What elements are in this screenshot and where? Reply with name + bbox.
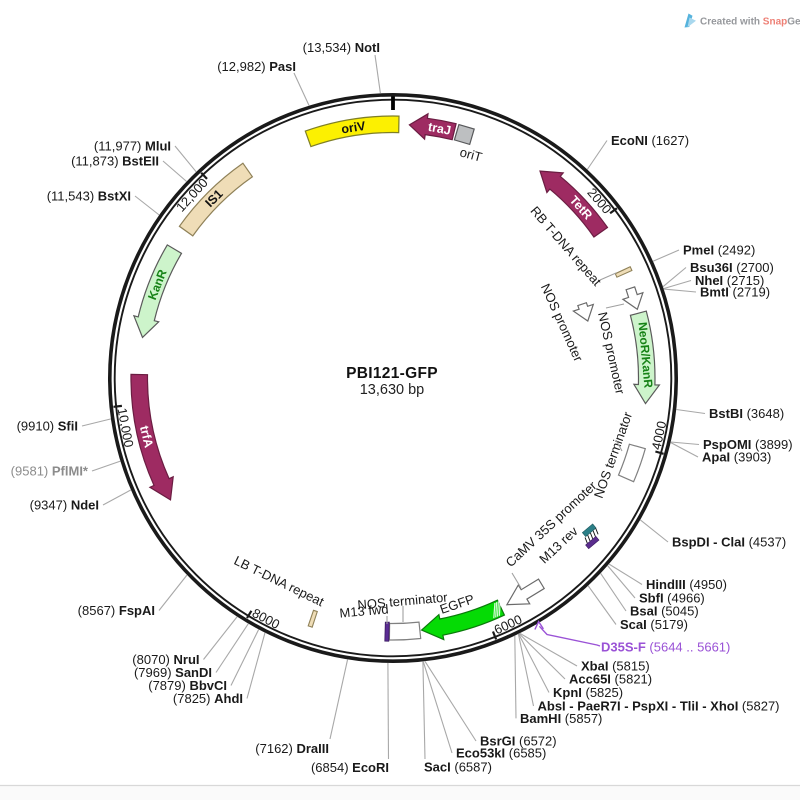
svg-text:traJ: traJ bbox=[427, 120, 452, 138]
svg-text:BsaI (5045): BsaI (5045) bbox=[630, 604, 699, 619]
svg-text:EcoNI (1627): EcoNI (1627) bbox=[611, 133, 689, 148]
svg-text:PmeI (2492): PmeI (2492) bbox=[683, 243, 755, 258]
svg-text:NeoR/KanR: NeoR/KanR bbox=[636, 321, 656, 388]
svg-text:BstBI (3648): BstBI (3648) bbox=[709, 406, 784, 421]
svg-text:BmtI (2719): BmtI (2719) bbox=[700, 285, 770, 300]
svg-text:(11,543) BstXI: (11,543) BstXI bbox=[47, 189, 131, 204]
svg-text:13,630 bp: 13,630 bp bbox=[360, 382, 425, 398]
svg-text:Bsu36I (2700): Bsu36I (2700) bbox=[690, 260, 774, 275]
svg-text:NheI (2715): NheI (2715) bbox=[695, 273, 764, 288]
svg-text:M13 fwd: M13 fwd bbox=[339, 601, 389, 620]
svg-text:(9910) SfiI: (9910) SfiI bbox=[17, 419, 78, 434]
svg-text:SbfI (4966): SbfI (4966) bbox=[639, 591, 705, 606]
svg-text:(7969) SanDI: (7969) SanDI bbox=[134, 665, 212, 680]
svg-text:(6854) EcoRI: (6854) EcoRI bbox=[311, 760, 389, 775]
svg-text:oriT: oriT bbox=[458, 144, 484, 164]
svg-text:10,000: 10,000 bbox=[115, 407, 137, 449]
svg-text:D35S-F (5644 .. 5661): D35S-F (5644 .. 5661) bbox=[601, 640, 730, 655]
svg-text:ApaI (3903): ApaI (3903) bbox=[702, 450, 771, 465]
svg-text:PspOMI (3899): PspOMI (3899) bbox=[703, 437, 793, 452]
svg-text:(9581) PflMI*: (9581) PflMI* bbox=[11, 464, 89, 479]
svg-text:(8567) FspAI: (8567) FspAI bbox=[78, 603, 155, 618]
svg-text:ScaI (5179): ScaI (5179) bbox=[620, 617, 688, 632]
svg-text:AbsI - PaeR7I - PspXI - TliI -: AbsI - PaeR7I - PspXI - TliI - XhoI (582… bbox=[538, 699, 780, 714]
svg-text:XbaI (5815): XbaI (5815) bbox=[581, 659, 650, 674]
svg-text:Acc65I (5821): Acc65I (5821) bbox=[569, 672, 652, 687]
svg-text:BamHI (5857): BamHI (5857) bbox=[520, 711, 602, 726]
svg-text:(7825) AhdI: (7825) AhdI bbox=[173, 691, 243, 706]
svg-text:trfA: trfA bbox=[137, 424, 156, 449]
svg-text:PBI121-GFP: PBI121-GFP bbox=[346, 365, 438, 382]
svg-text:4000: 4000 bbox=[649, 420, 670, 451]
svg-text:Eco53kI (6585): Eco53kI (6585) bbox=[456, 746, 546, 761]
svg-text:(13,534) NotI: (13,534) NotI bbox=[303, 40, 380, 55]
svg-text:(11,977) MluI: (11,977) MluI bbox=[94, 139, 171, 154]
svg-text:(11,873) BstEII: (11,873) BstEII bbox=[71, 154, 159, 169]
svg-text:(12,982) PasI: (12,982) PasI bbox=[217, 59, 296, 74]
svg-text:HindIII (4950): HindIII (4950) bbox=[646, 577, 727, 592]
svg-text:BsrGI (6572): BsrGI (6572) bbox=[480, 734, 557, 749]
svg-text:oriV: oriV bbox=[340, 119, 367, 137]
svg-text:(7879) BbvCI: (7879) BbvCI bbox=[148, 678, 227, 693]
svg-text:(8070) NruI: (8070) NruI bbox=[132, 652, 199, 667]
svg-text:Created with SnapGene: Created with SnapGene bbox=[700, 17, 800, 28]
svg-text:BspDI - ClaI (4537): BspDI - ClaI (4537) bbox=[672, 535, 786, 550]
svg-text:SacI (6587): SacI (6587) bbox=[424, 760, 492, 775]
svg-text:(9347) NdeI: (9347) NdeI bbox=[30, 498, 99, 513]
svg-text:KpnI (5825): KpnI (5825) bbox=[553, 685, 623, 700]
svg-text:(7162) DraIII: (7162) DraIII bbox=[255, 741, 329, 756]
